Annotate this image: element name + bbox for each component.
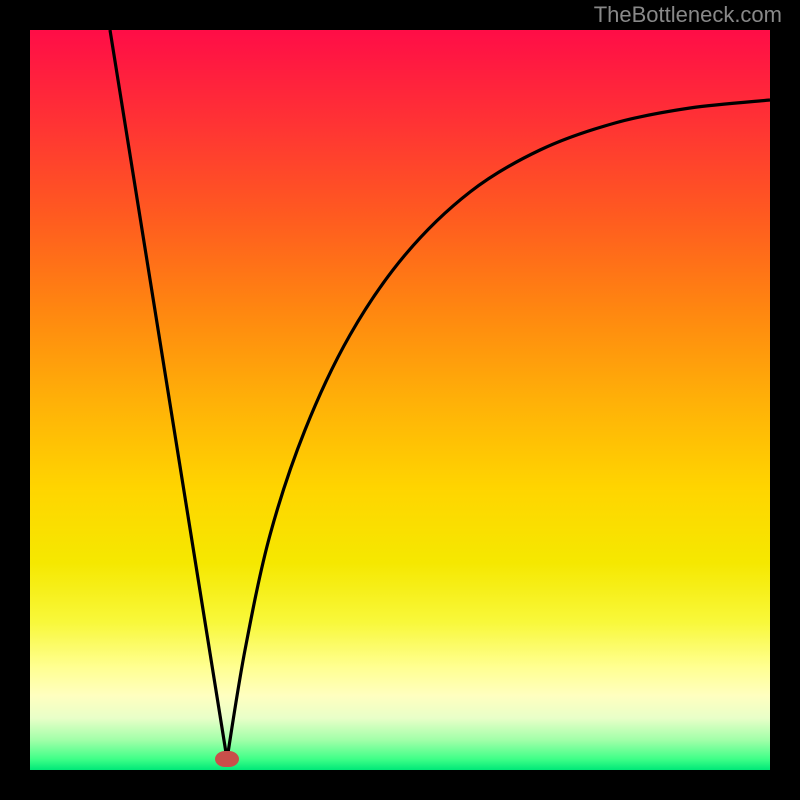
minimum-marker <box>215 751 239 767</box>
attribution-text: TheBottleneck.com <box>594 2 782 28</box>
plot-area <box>30 30 770 770</box>
bottleneck-curve <box>30 30 770 770</box>
